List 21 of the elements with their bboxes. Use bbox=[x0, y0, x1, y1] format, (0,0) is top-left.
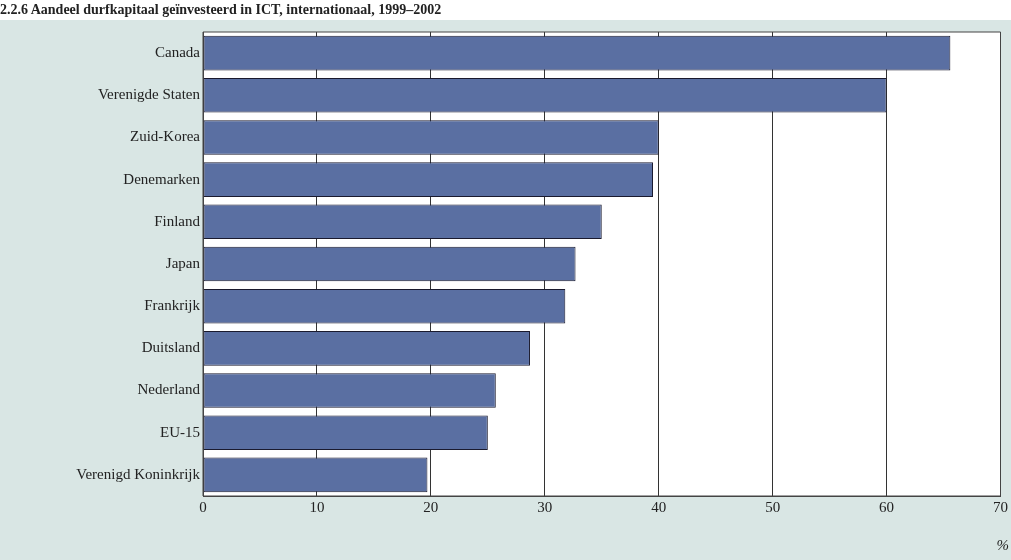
y-tick-label: Verenigd Koninkrijk bbox=[76, 465, 201, 482]
x-tick-label: 20 bbox=[423, 498, 439, 515]
x-tick-label: 70 bbox=[993, 498, 1008, 515]
chart-title: 2.2.6 Aandeel durfkapitaal geïnvesteerd in ICT, internationaal, 1999–2002 bbox=[0, 1, 442, 19]
y-tick-label: Nederland bbox=[137, 381, 201, 398]
x-tick-label: 60 bbox=[879, 498, 895, 515]
x-tick-label: 30 bbox=[537, 498, 553, 515]
x-tick-label: 10 bbox=[309, 498, 325, 515]
x-tick-label: 0 bbox=[199, 498, 207, 515]
y-tick-label: Verenigde Staten bbox=[97, 86, 201, 103]
x-tick-label: 50 bbox=[765, 498, 781, 515]
y-tick-label: Frankrijk bbox=[144, 297, 201, 314]
x-axis-title: % bbox=[996, 537, 1009, 554]
x-tick-label: 40 bbox=[651, 498, 667, 515]
y-tick-label: Duitsland bbox=[141, 339, 201, 356]
y-tick-label: Zuid-Korea bbox=[130, 128, 201, 145]
y-tick-label: Denemarken bbox=[123, 170, 201, 187]
y-tick-label: Japan bbox=[165, 254, 201, 271]
y-tick-label: Finland bbox=[154, 212, 201, 229]
y-tick-label: EU-15 bbox=[160, 423, 200, 440]
y-tick-label: Canada bbox=[155, 44, 201, 61]
